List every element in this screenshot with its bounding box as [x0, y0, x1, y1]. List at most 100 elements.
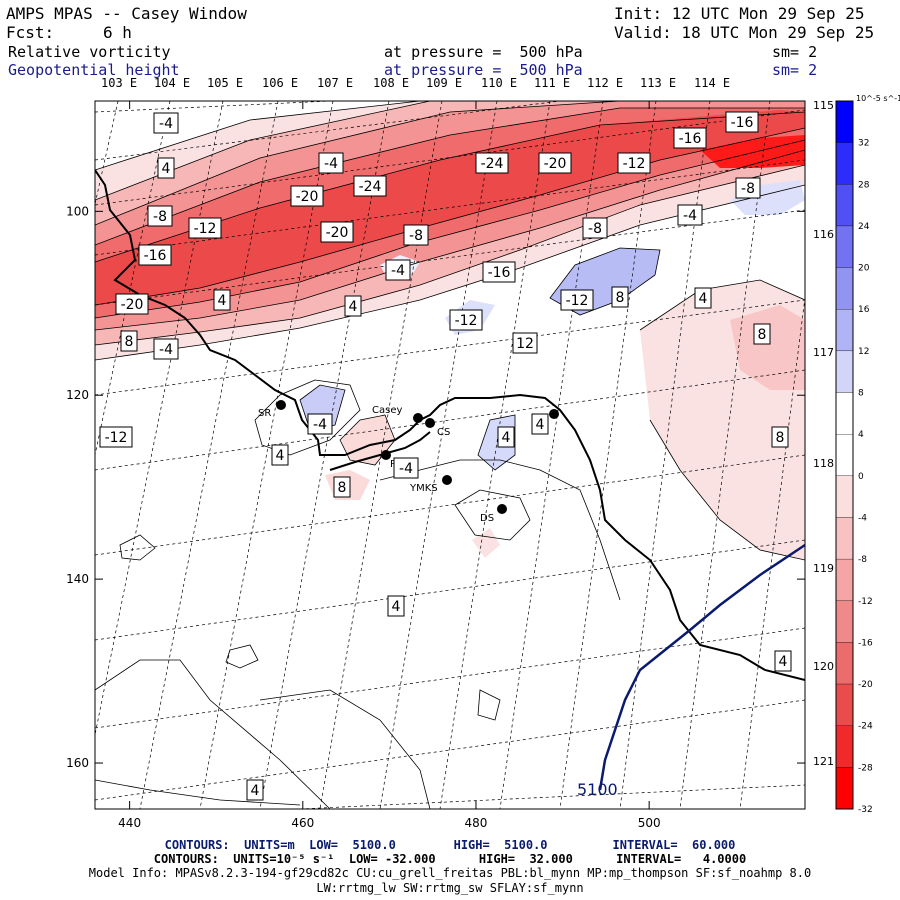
- colorbar-level-label: 4: [858, 430, 864, 440]
- station-marker: [442, 475, 452, 485]
- colorbar-swatch: [835, 100, 854, 143]
- contour-label: 4: [162, 161, 171, 177]
- colorbar-level-label: -16: [858, 638, 873, 648]
- colorbar: 10^-5 s^-1 32 28 24 20 16 12 8 4 0 -4 -8 -12 -16 -20 -…: [835, 94, 900, 815]
- contour-label-box: [617, 152, 651, 174]
- graticule-line: [559, 101, 657, 809]
- graticule-line: [95, 299, 805, 396]
- neg-vorticity-max: [700, 135, 805, 168]
- contour-label-box: [512, 332, 538, 354]
- contour-label-box: [290, 185, 324, 207]
- station-marker: [425, 418, 435, 428]
- graticule-line: [95, 699, 805, 801]
- graticule: [95, 101, 805, 809]
- contour-label: 4: [276, 448, 285, 464]
- y-axis-ticks: 100 120 140 160: [66, 204, 805, 770]
- colorbar-swatch: [835, 683, 854, 726]
- contour-label-box: [725, 111, 759, 133]
- field1-name: Relative vorticity: [8, 43, 171, 61]
- forecast-hour: 6 h: [103, 23, 132, 42]
- lon-label: 113 E: [640, 76, 677, 90]
- colorbar-swatch: [835, 309, 854, 352]
- height-contour-label: 5100: [577, 780, 618, 799]
- station-marker: [413, 413, 423, 423]
- contour-label: -8: [153, 209, 167, 225]
- contour-label-box: [246, 779, 264, 801]
- contour-line: [95, 779, 301, 806]
- top-longitude-labels: 103 E 104 E 105 E 106 E 107 E 108 E 109 …: [0, 76, 900, 94]
- colorbar-swatch: [835, 600, 854, 643]
- contour-label-box: [153, 112, 179, 134]
- contour-label: -4: [399, 461, 413, 477]
- contour-line: [639, 279, 805, 331]
- contour-label-box: [560, 289, 594, 311]
- ice-shelf-path: [329, 431, 431, 471]
- x-tick-label: 480: [465, 816, 488, 830]
- station-label: DS: [480, 513, 494, 524]
- contour-label-box: [774, 650, 792, 672]
- contour-label-box: [213, 289, 231, 311]
- contour-label-box: [353, 175, 387, 197]
- contour-label: 4: [392, 599, 401, 615]
- x-tick-label: 440: [118, 816, 141, 830]
- graticule-line: [739, 294, 805, 809]
- contour-label: -12: [194, 221, 217, 237]
- graticule-line: [499, 101, 604, 809]
- contour-label-box: [582, 217, 608, 239]
- contour-label-box: [475, 152, 509, 174]
- colorbar-swatch: [835, 267, 854, 310]
- plot-title: AMPS MPAS -- Casey Window: [6, 4, 247, 23]
- y-tick-label: 100: [66, 204, 89, 218]
- graticule-line: [95, 539, 805, 641]
- lon-label: 104 E: [154, 76, 191, 90]
- coastline: [95, 169, 805, 681]
- contour-label-box: [307, 413, 333, 435]
- contour-label-box: [138, 244, 172, 266]
- contour-label: 12: [516, 336, 534, 352]
- contour-label: -16: [144, 248, 167, 264]
- graticule-line: [95, 101, 171, 457]
- contour-line: [477, 414, 516, 471]
- contour-label: -16: [488, 265, 511, 281]
- contour-label: -20: [121, 297, 144, 313]
- lon-label: 106 E: [262, 76, 299, 90]
- contour-label-box: [344, 295, 362, 317]
- contour-label: 4: [502, 430, 511, 446]
- plot-frame: [94, 100, 806, 810]
- contour-label-box: [153, 338, 179, 360]
- contour-label: 8: [338, 480, 347, 496]
- contour-line: [119, 534, 156, 561]
- lon-label: 109 E: [426, 76, 463, 90]
- contour-label-box: [333, 476, 351, 498]
- contour-label-box: [271, 444, 289, 466]
- height-contour-5100: [598, 543, 806, 791]
- contour-line: [225, 644, 259, 669]
- contour-line: [95, 107, 805, 246]
- y-tick-label: 140: [66, 572, 89, 586]
- neg-vorticity-patch: [472, 528, 500, 558]
- contour-label-box: [120, 330, 138, 352]
- field1-level: at pressure = 500 hPa: [384, 43, 583, 61]
- graticule-line: [619, 101, 711, 809]
- contour-label: -4: [313, 417, 327, 433]
- station-marker: [497, 504, 507, 514]
- contour-label: 4: [779, 654, 788, 670]
- contour-label-box: [385, 259, 411, 281]
- colorbar-frame: [835, 100, 854, 810]
- contour-label: -8: [409, 228, 423, 244]
- graticule-line: [95, 209, 805, 306]
- contour-label: 4: [699, 291, 708, 307]
- colorbar-level-label: 32: [858, 139, 869, 149]
- contour-label-box: [611, 286, 629, 308]
- contour-label-box: [320, 221, 354, 243]
- contour-label: -8: [741, 181, 755, 197]
- x-axis-ticks: 440 460 480 500: [118, 101, 661, 830]
- contour-line: [454, 489, 531, 541]
- contour-label: -12: [455, 313, 478, 329]
- contour-label: -20: [296, 189, 319, 205]
- colorbar-swatch: [835, 225, 854, 268]
- pos-vorticity-patch: [730, 180, 805, 215]
- contour-label-box: [531, 413, 549, 435]
- init-time: Init: 12 UTC Mon 29 Sep 25: [614, 4, 865, 23]
- graticule-line: [95, 101, 331, 113]
